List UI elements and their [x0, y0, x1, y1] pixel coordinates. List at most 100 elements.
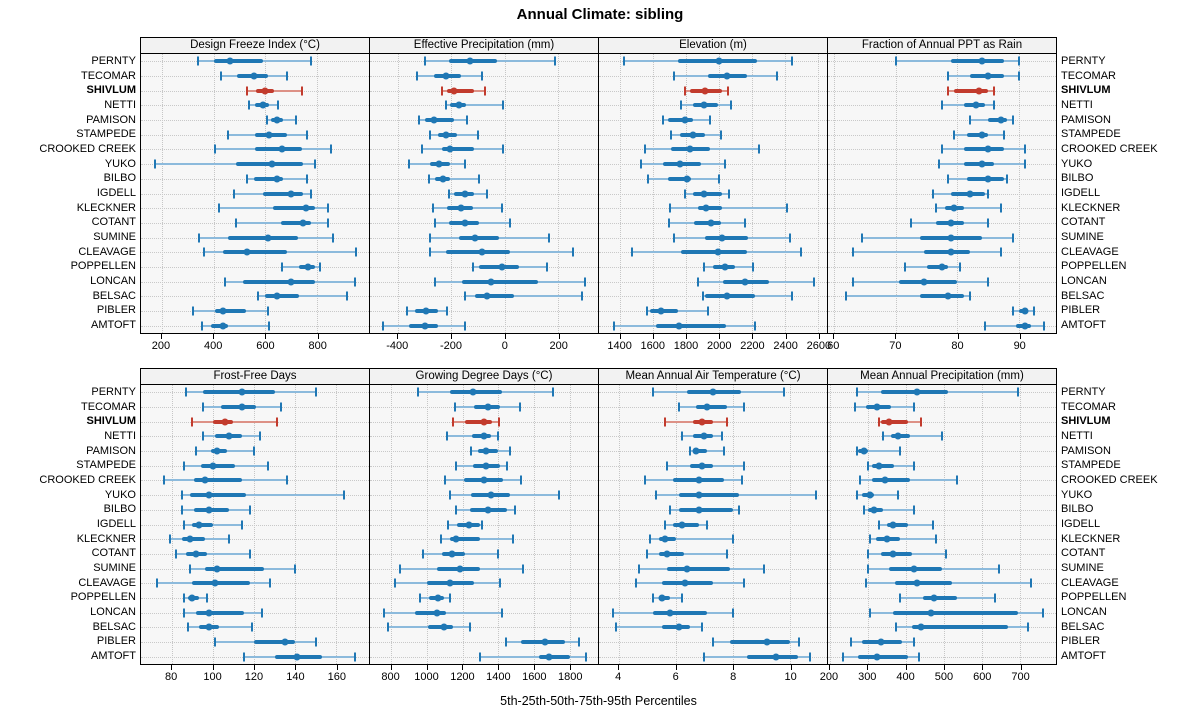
- whisker-cap: [740, 475, 743, 485]
- median-dot: [920, 278, 927, 286]
- whisker-cap: [508, 446, 511, 456]
- whisker-cap: [499, 578, 502, 588]
- median-dot: [913, 388, 921, 396]
- median-dot: [741, 278, 749, 286]
- median-dot: [273, 116, 281, 124]
- whisker-cap: [429, 247, 431, 257]
- whisker-cap: [557, 490, 560, 500]
- axis-tick-label: 200: [819, 671, 839, 683]
- site-label: CROOKED CREEK: [39, 143, 136, 156]
- whisker-cap: [463, 159, 466, 169]
- whisker-cap: [154, 159, 157, 169]
- box-25-75: [678, 507, 733, 512]
- whisker-cap: [427, 174, 430, 184]
- whisker-cap: [644, 144, 647, 154]
- site-label: PERNTY: [1061, 55, 1106, 67]
- box-25-75: [697, 206, 723, 211]
- median-dot: [944, 292, 952, 300]
- whisker-cap: [330, 144, 333, 154]
- box-25-75: [692, 191, 722, 196]
- axis-tick: [818, 334, 820, 339]
- axis-tick-label: 1800: [558, 671, 583, 683]
- whisker-cap: [652, 387, 655, 397]
- axis-tick-label: 120: [244, 671, 264, 683]
- whisker-cap: [185, 387, 188, 397]
- whisker-cap: [723, 159, 726, 169]
- median-dot: [947, 219, 955, 227]
- whisker-cap: [707, 306, 710, 316]
- whisker-cap: [663, 417, 666, 427]
- whisker-cap: [680, 100, 683, 110]
- median-dot: [264, 234, 272, 242]
- whisker-cap: [723, 446, 726, 456]
- site-label: BILBO: [1061, 172, 1094, 185]
- whisker-cap: [999, 203, 1002, 213]
- median-dot: [484, 506, 492, 514]
- whisker-5-95: [155, 163, 315, 166]
- site-label: AMTOFT: [1061, 319, 1107, 332]
- box-25-75: [678, 493, 739, 498]
- site-label: YUKO: [104, 488, 136, 501]
- whisker-cap: [520, 475, 523, 485]
- box-25-75: [898, 279, 958, 284]
- whisker-cap: [737, 505, 740, 515]
- site-label: KLECKNER: [1061, 201, 1121, 214]
- whisker-cap: [993, 86, 996, 96]
- whisker-cap: [286, 71, 289, 81]
- box-25-75: [196, 610, 244, 615]
- whisker-cap: [203, 247, 206, 257]
- whisker-cap: [987, 218, 990, 228]
- whisker-cap: [912, 637, 915, 647]
- site-labels-right-top: PERNTY TECOMAR SHIVLUM NETTI PAMISON STAMPEDE…: [1061, 54, 1195, 333]
- whisker-cap: [431, 203, 434, 213]
- median-dot: [278, 145, 286, 153]
- whisker-5-95: [188, 626, 252, 629]
- whisker-cap: [256, 291, 259, 301]
- median-dot: [213, 565, 221, 573]
- whisker-5-95: [856, 450, 901, 453]
- axis-tick-label: 400: [203, 340, 223, 352]
- whisker-cap: [812, 277, 815, 287]
- median-dot: [681, 116, 689, 124]
- grid-line-horizontal: [141, 266, 369, 268]
- whisker-cap: [727, 86, 730, 96]
- whisker-cap: [882, 431, 885, 441]
- whisker-cap: [670, 130, 673, 140]
- whisker-cap: [649, 534, 652, 544]
- median-dot: [261, 87, 269, 95]
- axis-tick-label: 600: [256, 340, 275, 352]
- axis-tick-label: 200: [549, 340, 568, 352]
- site-label: PAMISON: [86, 444, 136, 457]
- panel-elevation: Elevation (m) 1400 1600 1800 2000 2200 2400 26…: [598, 37, 831, 364]
- whisker-cap: [399, 564, 402, 574]
- site-label: NETTI: [1061, 430, 1093, 443]
- box-25-75: [926, 264, 949, 269]
- grid-line-horizontal: [370, 597, 598, 599]
- grid-line-horizontal: [828, 421, 1056, 423]
- axis-tick: [652, 334, 654, 339]
- grid-line-horizontal: [599, 310, 827, 312]
- median-dot: [456, 565, 464, 573]
- whisker-cap: [706, 520, 709, 529]
- whisker-cap: [866, 564, 869, 574]
- chart-title: Annual Climate: sibling: [516, 6, 684, 23]
- whisker-5-95: [257, 295, 347, 298]
- whisker-cap: [453, 402, 456, 412]
- axis-tick: [1020, 665, 1022, 670]
- median-dot: [678, 521, 686, 528]
- median-dot: [661, 535, 669, 543]
- axis-tick: [828, 665, 830, 670]
- site-label: COTANT: [1061, 216, 1106, 229]
- whisker-cap: [941, 100, 943, 110]
- whisker-cap: [552, 387, 555, 397]
- median-dot: [211, 579, 219, 587]
- whisker-cap: [497, 549, 500, 559]
- whisker-5-95: [428, 177, 480, 180]
- whisker-cap: [743, 461, 746, 471]
- whisker-cap: [937, 159, 940, 169]
- whisker-5-95: [985, 324, 1044, 327]
- whisker-cap: [743, 218, 746, 228]
- whisker-cap: [183, 461, 186, 471]
- site-label: PAMISON: [1061, 113, 1111, 126]
